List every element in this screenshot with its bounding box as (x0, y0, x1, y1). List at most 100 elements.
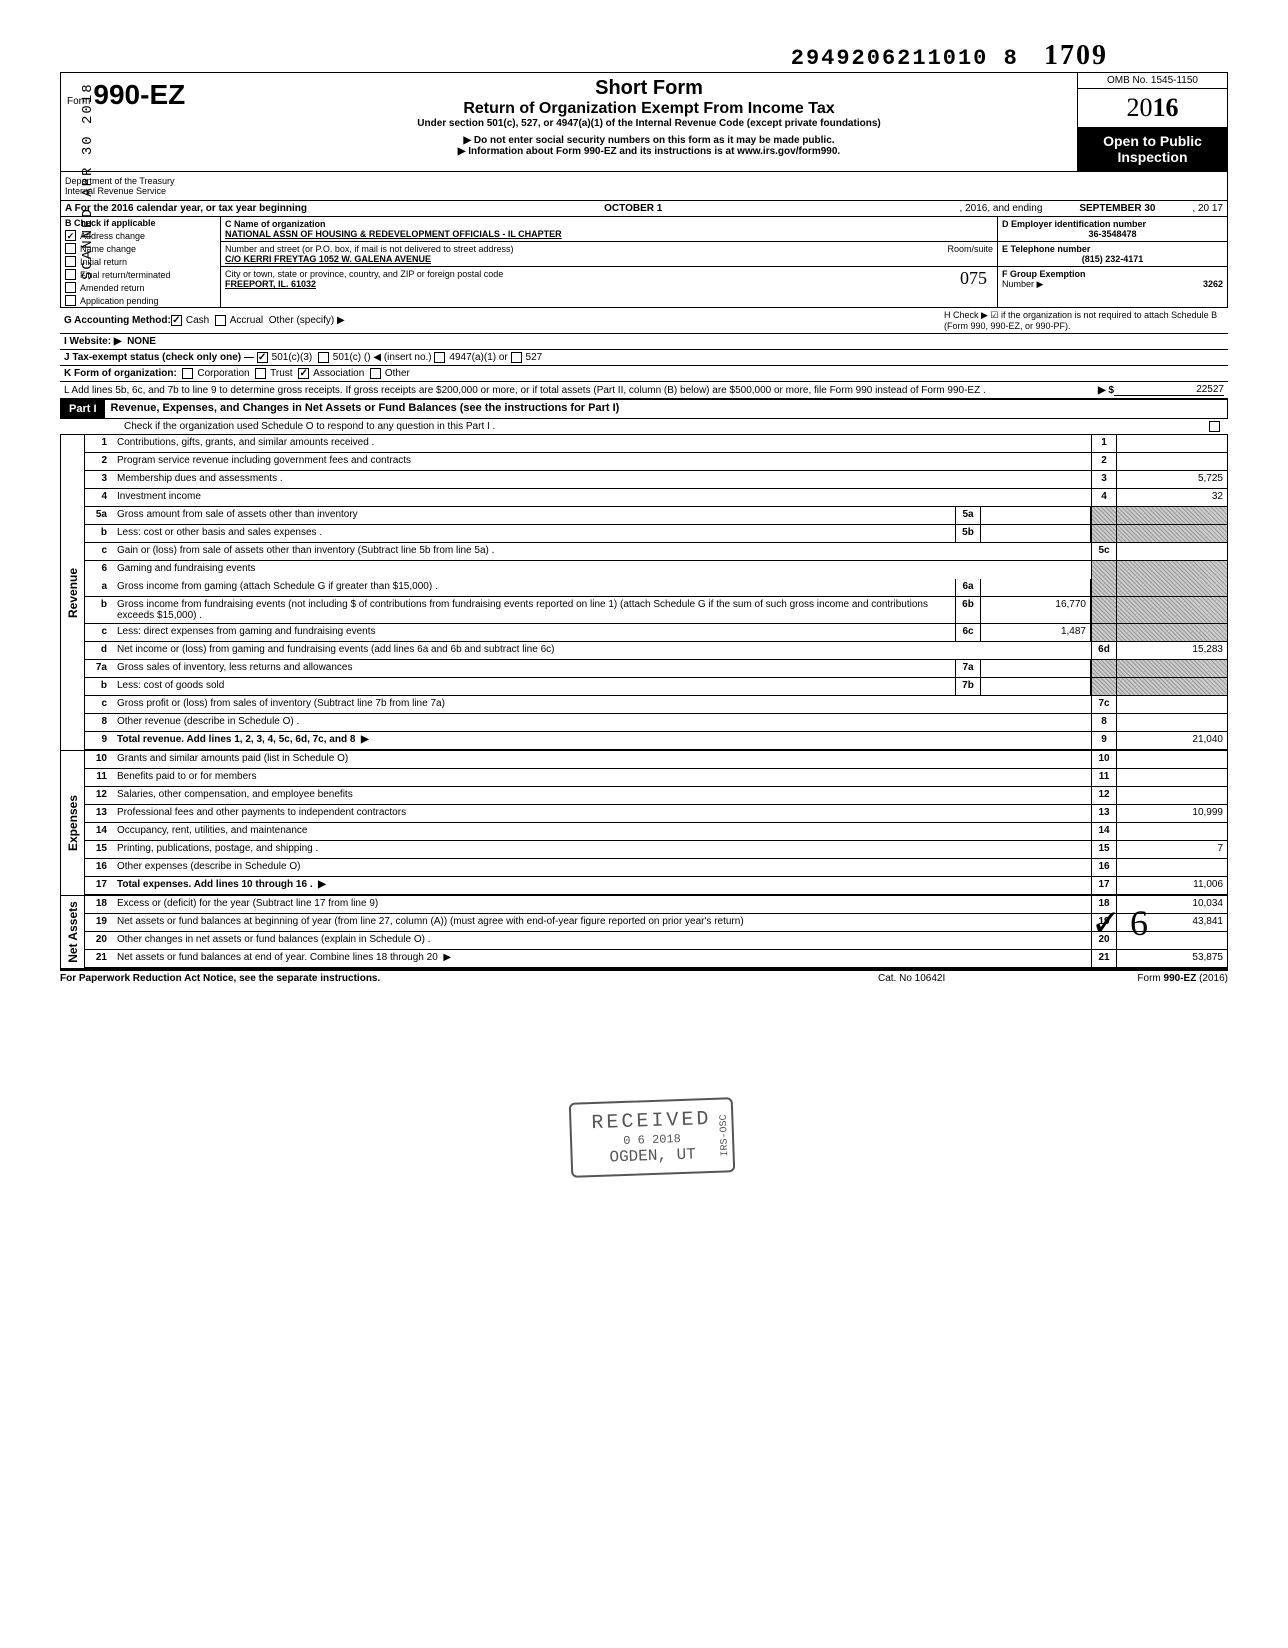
line-desc: Other changes in net assets or fund bala… (113, 932, 1091, 949)
table-row: 5aGross amount from sale of assets other… (85, 507, 1227, 525)
right-line-value: 53,875 (1117, 950, 1227, 967)
right-line-number: 16 (1091, 859, 1117, 876)
checkbox[interactable] (65, 243, 76, 254)
checkbox[interactable] (65, 269, 76, 280)
checkbox[interactable] (65, 256, 76, 267)
netassets-side-label: Net Assets (61, 896, 85, 968)
4947-checkbox[interactable] (434, 352, 445, 363)
501c-checkbox[interactable] (318, 352, 329, 363)
table-row: 15Printing, publications, postage, and s… (85, 841, 1227, 859)
line-number: 11 (85, 769, 113, 786)
title-main: Short Form (225, 77, 1073, 100)
open-public: Open to Public Inspection (1078, 127, 1227, 171)
right-line-number: 5c (1091, 543, 1117, 560)
501c3-checkbox[interactable]: ✓ (257, 352, 268, 363)
row-l: L Add lines 5b, 6c, and 7b to line 9 to … (60, 382, 1228, 400)
assoc-checkbox[interactable]: ✓ (298, 368, 309, 379)
line-number: 16 (85, 859, 113, 876)
mid-line-number: 6a (955, 579, 981, 596)
shaded-cell (1091, 507, 1117, 524)
line-desc: Net income or (loss) from gaming and fun… (113, 642, 1091, 659)
line-desc: Printing, publications, postage, and shi… (113, 841, 1091, 858)
right-line-number: 17 (1091, 877, 1117, 894)
line-number: 3 (85, 471, 113, 488)
cash-checkbox[interactable]: ✓ (171, 315, 182, 326)
table-row: 1Contributions, gifts, grants, and simil… (85, 435, 1227, 453)
checkbox-label: Amended return (80, 283, 145, 293)
mid-line-value: 16,770 (981, 597, 1091, 623)
line-desc: Total expenses. Add lines 10 through 16 … (113, 877, 1091, 894)
trust-checkbox[interactable] (255, 368, 266, 379)
accrual-checkbox[interactable] (215, 315, 226, 326)
shaded-cell (1091, 678, 1117, 695)
shaded-cell (1091, 597, 1117, 623)
row-a-mid: , 2016, and ending (960, 203, 1043, 214)
part1-tag: Part I (61, 400, 105, 418)
d-label: D Employer identification number (1002, 219, 1146, 229)
form-container: SCANNED APR 30 2018 2949206211010 8 1709… (60, 40, 1228, 984)
col-de: D Employer identification number 36-3548… (997, 217, 1227, 307)
other-checkbox[interactable] (370, 368, 381, 379)
header-line3: ▶ Information about Form 990-EZ and its … (225, 146, 1073, 157)
mid-line-number: 6b (955, 597, 981, 623)
table-row: aGross income from gaming (attach Schedu… (85, 579, 1227, 597)
line-number: b (85, 597, 113, 623)
right-line-value: 5,725 (1117, 471, 1227, 488)
line-desc: Less: cost of goods sold (113, 678, 955, 695)
stamp-received: RECEIVED (591, 1108, 712, 1135)
line-desc: Occupancy, rent, utilities, and maintena… (113, 823, 1091, 840)
org-info-grid: B Check if applicable ✓Address changeNam… (60, 217, 1228, 308)
table-row: 6Gaming and fundraising events (85, 561, 1227, 579)
table-row: 10Grants and similar amounts paid (list … (85, 751, 1227, 769)
line-number: b (85, 678, 113, 695)
line-desc: Other revenue (describe in Schedule O) . (113, 714, 1091, 731)
right-line-number: 10 (1091, 751, 1117, 768)
line-number: 17 (85, 877, 113, 894)
right-line-value: 7 (1117, 841, 1227, 858)
table-row: 11Benefits paid to or for members11 (85, 769, 1227, 787)
mid-line-number: 5a (955, 507, 981, 524)
line-number: 7a (85, 660, 113, 677)
k-corp: Corporation (197, 368, 249, 379)
checkbox[interactable]: ✓ (65, 230, 76, 241)
right-line-value (1117, 787, 1227, 804)
527-checkbox[interactable] (511, 352, 522, 363)
col-c: C Name of organization NATIONAL ASSN OF … (221, 217, 997, 307)
shaded-cell (1117, 507, 1227, 524)
checkbox[interactable] (65, 295, 76, 306)
line-desc: Net assets or fund balances at beginning… (113, 914, 1091, 931)
netasset-rows: 18Excess or (deficit) for the year (Subt… (85, 896, 1227, 968)
right-line-value: 21,040 (1117, 732, 1227, 749)
shaded-cell (1091, 624, 1117, 641)
right-line-value (1117, 859, 1227, 876)
line-number: c (85, 543, 113, 560)
netassets-label: Net Assets (66, 901, 80, 963)
corp-checkbox[interactable] (182, 368, 193, 379)
part1-check-row: Check if the organization used Schedule … (60, 419, 1228, 435)
right-line-value (1117, 696, 1227, 713)
j-opt4: 527 (526, 352, 543, 363)
line-desc: Total revenue. Add lines 1, 2, 3, 4, 5c,… (113, 732, 1091, 749)
shaded-cell (1091, 660, 1117, 677)
table-row: 2Program service revenue including gover… (85, 453, 1227, 471)
line-number: c (85, 624, 113, 641)
right-line-value (1117, 751, 1227, 768)
line-desc: Gross profit or (loss) from sales of inv… (113, 696, 1091, 713)
line-number: c (85, 696, 113, 713)
shaded-cell (1117, 579, 1227, 596)
mid-line-value (981, 660, 1091, 677)
table-row: 7aGross sales of inventory, less returns… (85, 660, 1227, 678)
c-city-row: City or town, state or province, country… (221, 267, 997, 291)
checkbox[interactable] (65, 282, 76, 293)
line-number: 1 (85, 435, 113, 452)
line-number: 12 (85, 787, 113, 804)
year-prefix: 20 (1127, 93, 1153, 122)
revenue-section: Revenue 1Contributions, gifts, grants, a… (60, 435, 1228, 750)
table-row: 16Other expenses (describe in Schedule O… (85, 859, 1227, 877)
cash-label: Cash (186, 315, 209, 326)
right-line-number: 14 (1091, 823, 1117, 840)
schedule-o-checkbox[interactable] (1209, 421, 1220, 432)
bottom-checkmark: ✓ 6 (1091, 902, 1148, 944)
initials: 075 (960, 268, 987, 289)
mid-line-value (981, 525, 1091, 542)
